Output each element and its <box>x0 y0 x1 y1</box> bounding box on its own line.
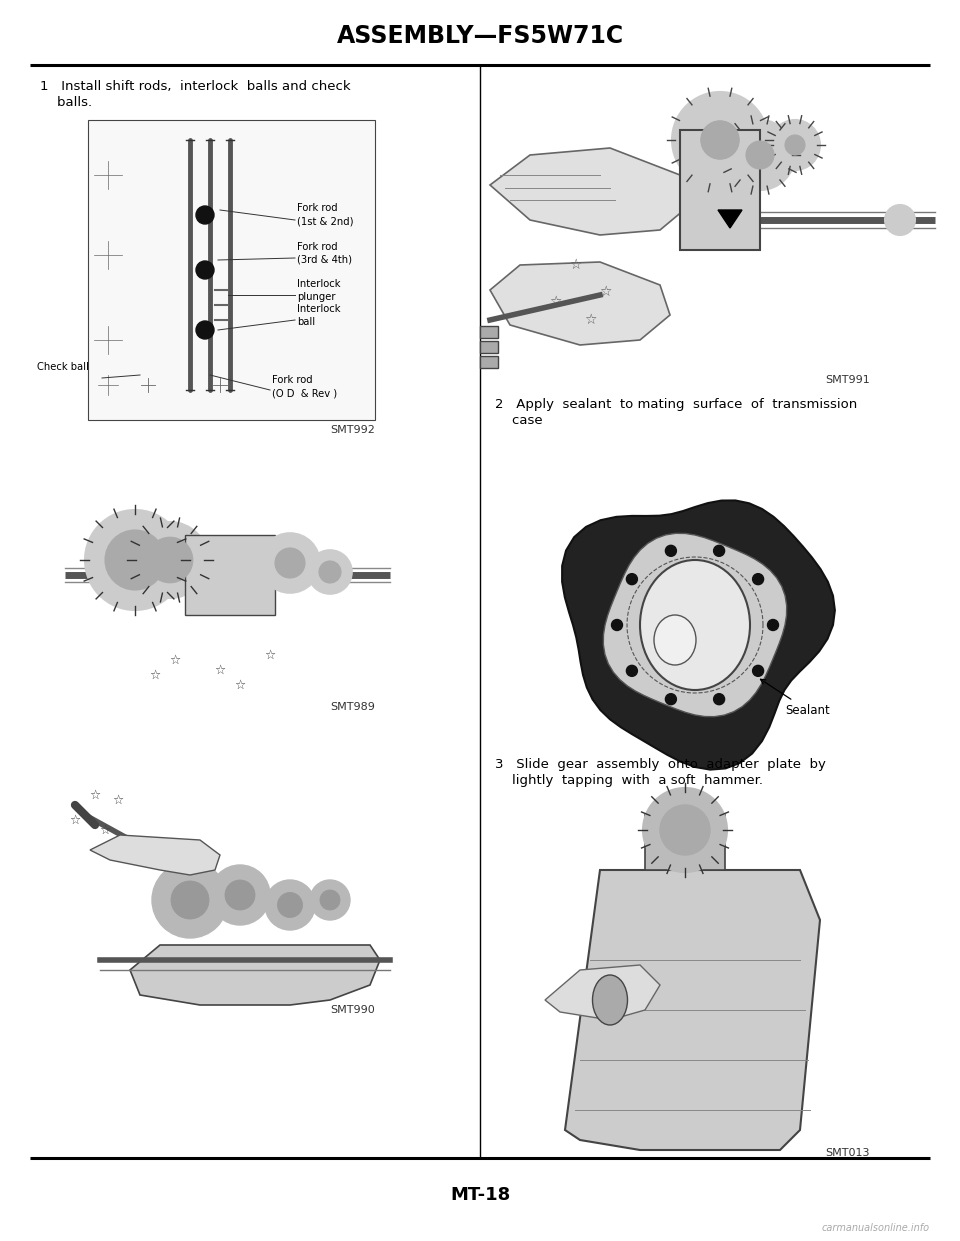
Text: ☆: ☆ <box>89 788 101 802</box>
Text: ☆: ☆ <box>69 814 81 827</box>
Text: Interlock: Interlock <box>297 279 341 289</box>
Circle shape <box>260 532 320 593</box>
Circle shape <box>196 261 214 279</box>
Text: Fork rod: Fork rod <box>297 242 338 252</box>
Text: balls.: balls. <box>40 96 92 109</box>
Circle shape <box>225 880 255 910</box>
Circle shape <box>265 880 315 930</box>
Circle shape <box>275 549 305 578</box>
Text: ☆: ☆ <box>584 313 596 326</box>
Text: SMT992: SMT992 <box>330 424 375 436</box>
Ellipse shape <box>640 560 750 690</box>
Circle shape <box>210 865 270 925</box>
Circle shape <box>196 206 214 223</box>
Circle shape <box>665 694 677 705</box>
Ellipse shape <box>654 616 696 665</box>
Bar <box>480 356 498 369</box>
Text: (O D  & Rev ): (O D & Rev ) <box>272 388 337 398</box>
Polygon shape <box>603 534 786 716</box>
Circle shape <box>626 665 637 676</box>
Circle shape <box>320 890 340 910</box>
Text: Sealant: Sealant <box>760 679 829 716</box>
Circle shape <box>713 545 725 556</box>
Circle shape <box>626 573 637 585</box>
Text: ☆: ☆ <box>112 793 124 807</box>
Ellipse shape <box>592 975 628 1025</box>
Circle shape <box>753 665 763 676</box>
Text: 1   Install shift rods,  interlock  balls and check: 1 Install shift rods, interlock balls an… <box>40 79 350 93</box>
Circle shape <box>725 120 795 190</box>
Text: ☆: ☆ <box>568 258 581 272</box>
Text: ball: ball <box>297 316 315 326</box>
Bar <box>88 120 375 419</box>
Text: Interlock: Interlock <box>297 304 341 314</box>
Bar <box>480 341 498 352</box>
Text: SMT991: SMT991 <box>826 375 870 385</box>
Text: MT-18: MT-18 <box>450 1186 510 1204</box>
Text: ☆: ☆ <box>599 285 612 299</box>
Text: ☆: ☆ <box>100 824 110 836</box>
Circle shape <box>612 619 622 630</box>
Circle shape <box>147 537 193 583</box>
Text: Fork rod: Fork rod <box>272 375 313 385</box>
Polygon shape <box>563 500 835 769</box>
Text: SMT990: SMT990 <box>330 1005 375 1015</box>
Circle shape <box>308 550 352 594</box>
Circle shape <box>746 141 774 169</box>
Bar <box>680 130 760 249</box>
Circle shape <box>701 120 739 159</box>
Circle shape <box>767 619 779 630</box>
Text: 3   Slide  gear  assembly  onto  adapter  plate  by: 3 Slide gear assembly onto adapter plate… <box>495 758 826 771</box>
Circle shape <box>665 545 677 556</box>
Text: ☆: ☆ <box>169 654 180 666</box>
Text: 2   Apply  sealant  to mating  surface  of  transmission: 2 Apply sealant to mating surface of tra… <box>495 398 857 411</box>
Polygon shape <box>490 262 670 345</box>
Text: case: case <box>495 414 542 427</box>
Text: ☆: ☆ <box>234 679 246 691</box>
Text: carmanualsonline.info: carmanualsonline.info <box>822 1222 930 1234</box>
Text: (3rd & 4th): (3rd & 4th) <box>297 254 352 266</box>
Text: ☆: ☆ <box>549 295 562 309</box>
Polygon shape <box>490 148 690 235</box>
Circle shape <box>196 321 214 339</box>
Text: SMT989: SMT989 <box>330 702 375 712</box>
Text: lightly  tapping  with  a soft  hammer.: lightly tapping with a soft hammer. <box>495 774 763 787</box>
Circle shape <box>132 522 208 598</box>
Bar <box>645 815 725 870</box>
Circle shape <box>310 880 350 920</box>
Text: (1st & 2nd): (1st & 2nd) <box>297 216 353 226</box>
Text: ASSEMBLY—FS5W71C: ASSEMBLY—FS5W71C <box>336 24 624 48</box>
Text: SMT013: SMT013 <box>826 1148 870 1158</box>
Text: ☆: ☆ <box>150 669 160 681</box>
Circle shape <box>785 135 805 155</box>
Circle shape <box>319 561 341 583</box>
Text: ☆: ☆ <box>264 649 276 661</box>
Circle shape <box>643 788 727 872</box>
Circle shape <box>885 205 915 235</box>
Text: plunger: plunger <box>297 292 335 302</box>
Circle shape <box>171 881 209 920</box>
Bar <box>185 535 275 616</box>
Text: Fork rod: Fork rod <box>297 204 338 213</box>
Circle shape <box>660 805 710 855</box>
Text: ☆: ☆ <box>214 664 226 676</box>
Polygon shape <box>130 944 380 1005</box>
Bar <box>480 326 498 338</box>
Text: Check ball: Check ball <box>37 362 89 372</box>
Polygon shape <box>545 965 660 1020</box>
Circle shape <box>85 510 185 611</box>
Circle shape <box>277 892 302 917</box>
Circle shape <box>770 120 820 170</box>
Polygon shape <box>565 870 820 1150</box>
Circle shape <box>672 92 768 187</box>
Circle shape <box>753 573 763 585</box>
Circle shape <box>152 862 228 938</box>
Polygon shape <box>90 835 220 875</box>
Polygon shape <box>718 210 742 228</box>
Circle shape <box>105 530 165 589</box>
Circle shape <box>713 694 725 705</box>
